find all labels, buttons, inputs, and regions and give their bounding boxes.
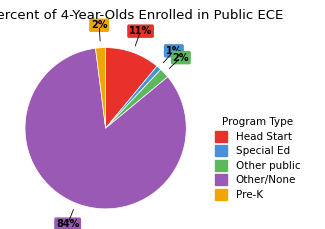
Wedge shape <box>106 69 168 128</box>
Text: Percent of 4-Year-Olds Enrolled in Public ECE: Percent of 4-Year-Olds Enrolled in Publi… <box>0 9 283 22</box>
Wedge shape <box>106 66 161 128</box>
Text: 2%: 2% <box>173 53 189 63</box>
Text: 1%: 1% <box>166 46 182 56</box>
Text: 11%: 11% <box>129 26 152 36</box>
Wedge shape <box>96 48 106 128</box>
Wedge shape <box>106 48 157 128</box>
Legend: Head Start, Special Ed, Other public, Other/None, Pre-K: Head Start, Special Ed, Other public, Ot… <box>212 114 303 203</box>
Text: 2%: 2% <box>91 20 107 30</box>
Text: 84%: 84% <box>56 219 79 229</box>
Wedge shape <box>25 48 186 209</box>
